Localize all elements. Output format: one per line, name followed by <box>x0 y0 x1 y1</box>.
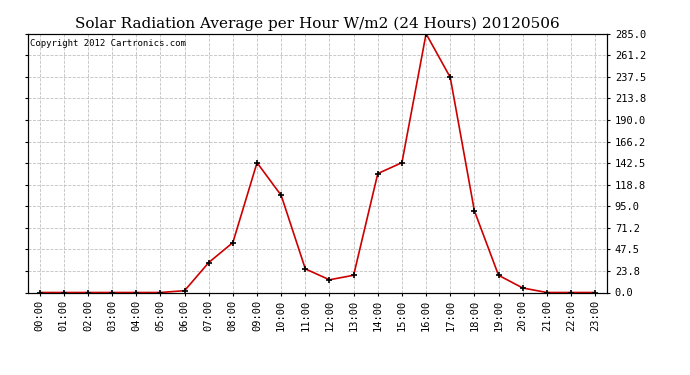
Text: Copyright 2012 Cartronics.com: Copyright 2012 Cartronics.com <box>30 39 186 48</box>
Title: Solar Radiation Average per Hour W/m2 (24 Hours) 20120506: Solar Radiation Average per Hour W/m2 (2… <box>75 17 560 31</box>
